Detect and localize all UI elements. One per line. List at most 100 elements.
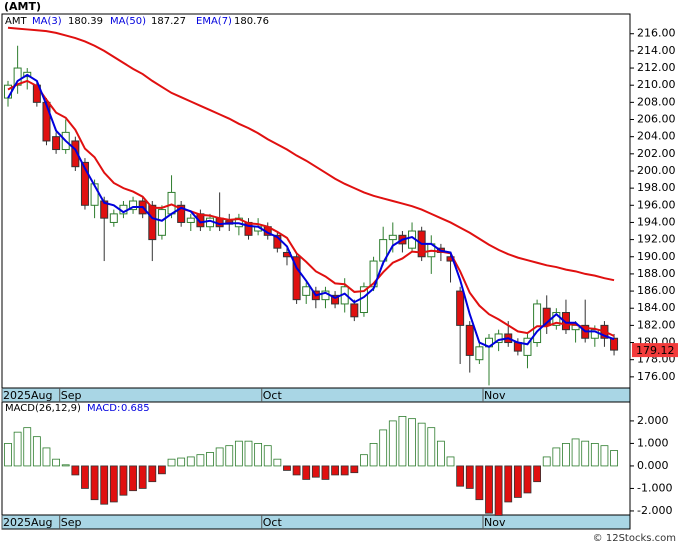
last-price: 179.12 [636, 344, 675, 357]
macd-bar [4, 443, 12, 467]
macd-bar [523, 465, 532, 494]
macd-bar [311, 465, 320, 478]
y-tick-label: 184.00 [637, 301, 676, 314]
line-series [7, 73, 615, 348]
x-tick-label: Oct [263, 516, 283, 529]
macd-bar [148, 465, 157, 483]
macd-bar [600, 445, 609, 467]
y-tick-label: 208.00 [637, 95, 676, 108]
macd-bar [552, 447, 561, 467]
macd-bar [475, 465, 484, 501]
macd-bar [610, 450, 618, 467]
candle-body [52, 136, 61, 151]
y-tick-label: 216.00 [637, 27, 676, 40]
candle-body [129, 200, 138, 211]
legend-label: MA(50) [110, 16, 146, 27]
candle-body [475, 346, 484, 361]
legend-label: EMA(7) [196, 16, 232, 27]
x-tick-label: Nov [484, 516, 506, 529]
macd-bar [369, 443, 378, 467]
macd-bar [206, 452, 214, 467]
y-tick-label: 2.000 [637, 414, 669, 427]
legend-value: 180.76 [234, 16, 269, 27]
x-tick-label: Nov [484, 389, 506, 402]
candle-body [561, 312, 570, 331]
chart-title: (AMT) [4, 0, 41, 13]
macd-bar [485, 465, 493, 514]
y-tick-label: 196.00 [637, 198, 676, 211]
macd-value-name: MACD: [87, 403, 120, 414]
candle-body [292, 256, 301, 301]
macd-bar [292, 465, 301, 476]
macd-bar [350, 465, 359, 474]
candle-body [523, 337, 532, 356]
legend-label: MA(3) [32, 16, 62, 27]
y-tick-label: 182.00 [637, 318, 676, 331]
y-tick-label: 204.00 [637, 130, 676, 143]
candle-body [465, 324, 474, 356]
macd-bar [494, 465, 503, 516]
y-tick-label: 200.00 [637, 164, 676, 177]
macd-bar [52, 458, 60, 467]
macd-bar [90, 465, 99, 501]
macd-bar [186, 456, 195, 467]
macd-bar [331, 465, 339, 476]
macd-bar [388, 420, 397, 467]
y-tick-label: 1.000 [637, 436, 669, 449]
macd-bar [446, 456, 455, 467]
macd-bar [504, 465, 513, 503]
candle-body [331, 294, 340, 305]
macd-bar [177, 457, 186, 467]
y-tick-label: 192.00 [637, 233, 676, 246]
y-tick-label: 206.00 [637, 113, 676, 126]
candle-body [177, 204, 186, 223]
y-tick-label: 212.00 [637, 61, 676, 74]
candle-body [148, 204, 157, 241]
macd-bar [302, 465, 311, 480]
y-tick-label: 210.00 [637, 78, 676, 91]
macd-bar [225, 445, 234, 467]
line-series [7, 26, 615, 282]
candle-body [71, 140, 80, 168]
macd-bar [119, 465, 128, 496]
date-bar [1, 387, 631, 403]
y-tick-label: 0.000 [637, 459, 669, 472]
candle-body [302, 286, 311, 296]
candle-body [552, 312, 561, 326]
macd-bar [71, 465, 80, 476]
macd-bar [465, 465, 474, 489]
candle-body [533, 303, 542, 344]
candle-body [80, 161, 89, 206]
macd-bar [263, 445, 272, 467]
macd-bar [167, 458, 176, 467]
x-tick-label: 2025Aug [3, 389, 52, 402]
y-tick-label: -1.000 [637, 481, 672, 494]
macd-bar [360, 454, 368, 467]
x-tick-label: Sep [61, 389, 82, 402]
line-series [7, 79, 615, 337]
y-tick-label: 194.00 [637, 215, 676, 228]
legend-value: 187.27 [151, 16, 186, 27]
last-price-box [632, 343, 678, 358]
candle-body [42, 101, 51, 142]
macd-bar [129, 465, 137, 492]
y-tick-label: 202.00 [637, 147, 676, 160]
x-tick-label: Oct [263, 389, 283, 402]
macd-bar [138, 465, 147, 489]
macd-bar [109, 465, 118, 503]
candle-body [494, 333, 503, 344]
candle-body [186, 217, 195, 223]
macd-bar [196, 454, 205, 467]
macd-bar [408, 418, 416, 467]
candle-body [109, 213, 118, 223]
macd-bar [581, 440, 590, 467]
candle-body [167, 191, 176, 215]
macd-bar [571, 438, 580, 467]
macd-bar [590, 443, 599, 467]
macd-bar [321, 465, 330, 480]
x-tick-label: 2025Aug [3, 516, 52, 529]
y-tick-label: 186.00 [637, 284, 676, 297]
macd-bar [254, 443, 263, 467]
candle-body [157, 209, 166, 236]
